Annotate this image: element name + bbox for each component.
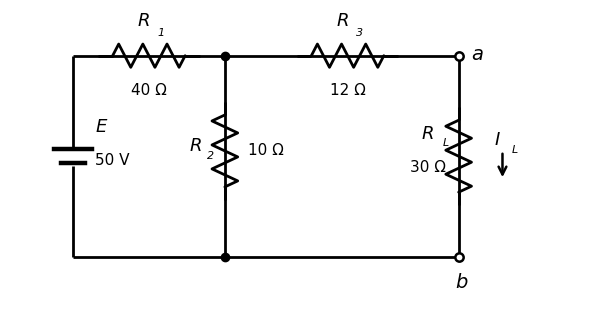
Text: L: L	[512, 145, 517, 155]
Text: a: a	[471, 45, 483, 64]
Text: R: R	[138, 12, 150, 30]
Text: R: R	[422, 125, 434, 143]
Text: I: I	[495, 131, 500, 149]
Text: 2: 2	[206, 151, 214, 161]
Text: 40 Ω: 40 Ω	[131, 83, 167, 98]
Text: R: R	[337, 12, 349, 30]
Text: 10 Ω: 10 Ω	[248, 143, 284, 158]
Text: 3: 3	[356, 28, 363, 38]
Text: E: E	[95, 118, 106, 136]
Text: 1: 1	[157, 28, 164, 38]
Text: L: L	[442, 138, 449, 148]
Text: R: R	[189, 137, 202, 155]
Text: b: b	[455, 273, 468, 292]
Text: 30 Ω: 30 Ω	[410, 160, 446, 175]
Text: 50 V: 50 V	[95, 153, 130, 168]
Text: 12 Ω: 12 Ω	[330, 83, 366, 98]
